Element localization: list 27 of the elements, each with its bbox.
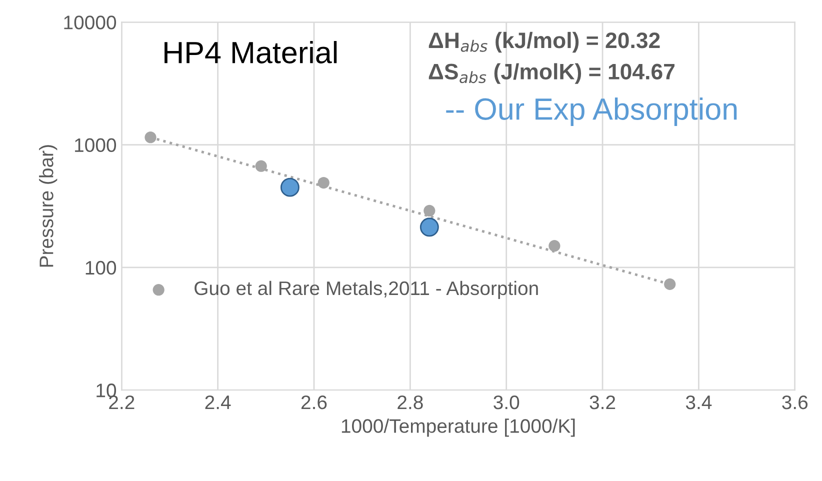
y-tick-label: 100: [86, 260, 116, 275]
point: [548, 240, 560, 252]
point: [255, 160, 267, 172]
x-tick-label: 3.6: [782, 395, 808, 410]
x-tick-label: 3.0: [494, 395, 520, 410]
x-tick-label: 2.4: [205, 395, 231, 410]
text: -- Our Exp Absorption: [446, 97, 737, 126]
point: [664, 278, 676, 290]
x-tick-label: 3.2: [590, 395, 616, 410]
point: [280, 178, 300, 197]
point: [318, 176, 330, 189]
annotation: ΔS$_{abs}$ (J/molK) = 104.67: [428, 63, 674, 84]
annotation: ΔH$_{abs}$ (kJ/mol) = 20.32: [428, 32, 660, 53]
point: [420, 218, 439, 237]
y-axis-title: Pressure (bar): [39, 145, 58, 267]
x-tick-label: 3.4: [686, 395, 712, 410]
y-tick-label: 1000: [75, 138, 116, 152]
x-axis-title: 1000/Temperature [1000/K]: [342, 418, 575, 437]
x-tick-label: 2.8: [398, 395, 423, 410]
point: [144, 132, 156, 144]
y-tick-label: 10000: [64, 16, 116, 30]
point: [424, 204, 436, 217]
x-tick-label: 2.6: [301, 395, 327, 410]
legend-label: Guo et al Rare Metals,2011 - Absorption: [194, 280, 538, 299]
y-tick-label: 10: [96, 384, 116, 398]
x-tick-label: 2.2: [109, 395, 134, 410]
annotation: HP4 Material: [164, 41, 337, 64]
